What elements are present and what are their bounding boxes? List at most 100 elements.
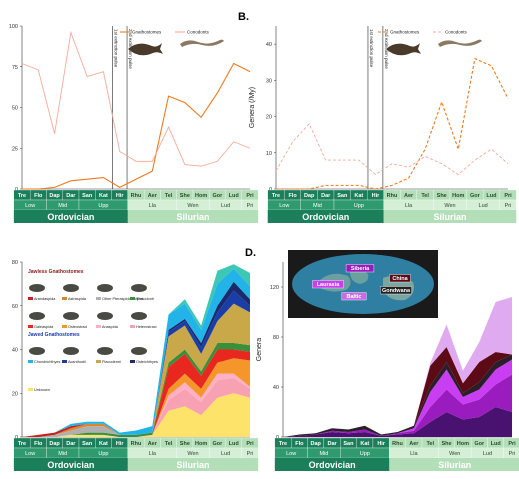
legend-label: Heterostraci [136, 325, 157, 329]
area-acanthodii [22, 290, 250, 437]
conodont-icon [438, 39, 482, 47]
series-label: Pri [509, 451, 516, 457]
period-label: Ordovician [309, 460, 356, 470]
area-chondrichthyes [22, 268, 250, 437]
stage-label: Aer [148, 193, 158, 199]
y-tick-label: 100 [9, 24, 18, 30]
map-label-box [341, 292, 367, 301]
fish-icon [29, 347, 45, 355]
y-tick-label: 30 [266, 78, 272, 84]
panel-c: C.020406080GeneraTreFloDapDarSanKatHirRh… [0, 260, 259, 471]
stage-label: Dar [66, 441, 76, 447]
stage-label: Rhu [392, 441, 403, 447]
stage-label: Rhu [131, 193, 142, 199]
fish-icon [97, 347, 113, 355]
legend-swatch [28, 325, 33, 328]
stage-label: She [442, 441, 452, 447]
stage-label: Dap [304, 193, 315, 199]
y-tick-label: 40 [273, 385, 279, 391]
stage-label: Hir [116, 193, 125, 199]
area-heterostraci [22, 377, 250, 437]
map-label: Gondwana [382, 288, 411, 294]
legend-label: Osteostraci [68, 325, 87, 329]
area-gondwana [283, 407, 512, 437]
stage-label: Aer [409, 441, 419, 447]
legend-label: Conodonts [187, 30, 210, 35]
legend-label-unknown: Unknown [34, 388, 50, 392]
map-label-box [389, 274, 411, 283]
legend-label: Astraspida [68, 297, 87, 301]
stage-label: Dar [327, 441, 337, 447]
stage-label: Dap [49, 441, 60, 447]
map-landmass [350, 269, 369, 284]
fish-icon [29, 312, 45, 320]
stage-label: Kat [99, 193, 108, 199]
legend-label: Other Pteraspidomorphs [102, 297, 143, 301]
legend-swatch [130, 325, 135, 328]
period-cell [389, 458, 519, 471]
series-label: Wen [187, 203, 198, 209]
y-tick-label: 20 [12, 391, 18, 397]
legend-swatch [130, 297, 135, 300]
stage-label: She [180, 441, 190, 447]
period-cell [267, 210, 384, 223]
y-tick-label: 75 [12, 65, 18, 71]
stage-label: Lud [486, 193, 496, 199]
period-label: Ordovician [47, 212, 94, 222]
legend-swatch [96, 297, 101, 300]
stage-label: San [337, 193, 348, 199]
stage-label: Flo [288, 193, 297, 199]
stage-label: San [343, 441, 354, 447]
legend-label: Arandaspida [34, 297, 56, 301]
legend-swatch [96, 360, 101, 363]
stage-label: Tre [279, 441, 287, 447]
panel-label: D. [245, 247, 256, 259]
series-label: Wen [444, 203, 455, 209]
period-label: Silurian [176, 460, 209, 470]
conodont-icon [180, 39, 224, 47]
area-galeaspida [22, 349, 250, 437]
series-label: Mid [313, 203, 322, 209]
stage-label: Kat [354, 193, 363, 199]
series-label: Lud [221, 203, 230, 209]
series-label: Upp [360, 451, 370, 457]
stage-label: Lud [491, 441, 501, 447]
series-line-conodonts [21, 30, 251, 167]
fish-icon [131, 312, 147, 320]
stage-label: San [82, 193, 93, 199]
fish-icon [29, 284, 45, 292]
stage-label: Pri [504, 193, 512, 199]
fish-icon [63, 312, 79, 320]
series-line-conodonts [275, 122, 509, 176]
period-label: Silurian [433, 212, 466, 222]
panel-label: B. [238, 11, 249, 23]
area-placodermi [22, 303, 250, 437]
series-label: Lla [410, 451, 418, 457]
legend-label: Chondrichthyes [34, 360, 60, 364]
area-osteichthyes [22, 281, 250, 437]
y-axis-label: Genera [0, 96, 2, 119]
legend-swatch [96, 325, 101, 328]
series-label: Low [25, 203, 35, 209]
y-tick-label: 80 [273, 335, 279, 341]
series-label: Lla [149, 203, 157, 209]
legend-label: Gnathostomes [132, 30, 162, 35]
series-label: Pri [247, 203, 254, 209]
stage-label: Hir [372, 193, 381, 199]
stage-label: Dar [321, 193, 331, 199]
series-label: Upp [98, 451, 108, 457]
series-label: Lud [221, 451, 230, 457]
stage-label: Flo [34, 193, 43, 199]
period-cell [274, 458, 390, 471]
stage-label: Tre [18, 441, 26, 447]
stage-label: Gor [474, 441, 485, 447]
y-tick-label: 25 [12, 146, 18, 152]
y-tick-label: 40 [12, 348, 18, 354]
stage-label: Hom [195, 193, 207, 199]
y-tick-label: 120 [270, 285, 279, 291]
stage-label: Tel [165, 441, 173, 447]
stage-label: She [437, 193, 447, 199]
stage-label: Dap [311, 441, 322, 447]
legend-swatch [62, 297, 67, 300]
stage-label: Lud [229, 441, 239, 447]
